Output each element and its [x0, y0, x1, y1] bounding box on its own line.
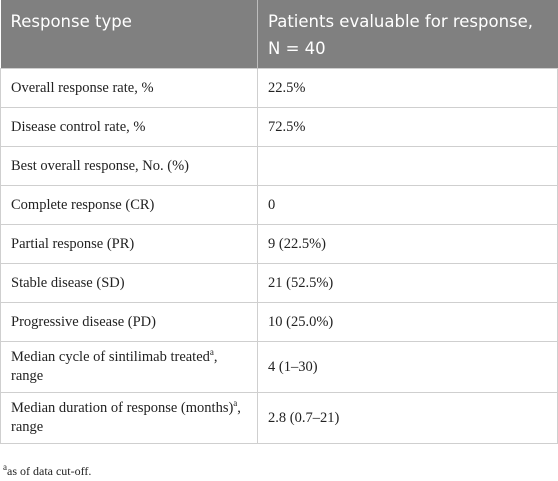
header-row: Response type Patients evaluable for res… [0, 0, 558, 69]
label-cell: Stable disease (SD) [0, 263, 258, 303]
label-text: Best overall response, No. (%) [11, 157, 189, 174]
label-text: , range [11, 400, 241, 435]
value-cell: 2.8 (0.7–21) [257, 392, 558, 444]
label-text: Complete response (CR) [11, 196, 155, 213]
label-text: Disease control rate, % [11, 118, 146, 135]
value-cell: 0 [257, 185, 558, 225]
label-cell: Overall response rate, % [0, 68, 258, 108]
label-text: Overall response rate, % [11, 79, 154, 96]
table-body: Overall response rate, % 22.5% Disease con… [0, 68, 558, 444]
table-row: Median cycle of sintilimab treateda, ran… [0, 341, 558, 393]
table-row: Partial response (PR) 9 (22.5%) [0, 224, 558, 264]
label-footnote-mark: a [233, 398, 238, 409]
label-footnote-mark: a [209, 347, 214, 358]
header-cell: Patients evaluable for response, N = 40 [257, 0, 558, 69]
value-cell: 10 (25.0%) [257, 302, 558, 342]
value-cell: 72.5% [257, 107, 558, 147]
table-row: Disease control rate, % 72.5% [0, 107, 558, 147]
footnote-text: as of data cut-off. [7, 464, 92, 478]
value-cell: 4 (1–30) [257, 341, 558, 393]
label-cell: Progressive disease (PD) [0, 302, 258, 342]
response-table: Response type Patients evaluable for res… [0, 0, 558, 444]
value-cell: 22.5% [257, 68, 558, 108]
label-cell: Median duration of response (months)a, r… [0, 392, 258, 444]
table-row: Best overall response, No. (%) [0, 146, 558, 186]
label-cell: Median cycle of sintilimab treateda, ran… [0, 341, 258, 393]
label-text: Median duration of response (months) [11, 400, 234, 416]
table-row: Median duration of response (months)a, r… [0, 392, 558, 444]
table-row: Progressive disease (PD) 10 (25.0%) [0, 302, 558, 342]
table-row: Complete response (CR) 0 [0, 185, 558, 225]
label-cell: Best overall response, No. (%) [0, 146, 258, 186]
footnote: aas of data cut-off. [3, 462, 92, 479]
value-cell: 9 (22.5%) [257, 224, 558, 264]
value-cell: 21 (52.5%) [257, 263, 558, 303]
header-cell: Response type [0, 0, 258, 69]
table-row: Overall response rate, % 22.5% [0, 68, 558, 108]
label-text: Progressive disease (PD) [11, 313, 156, 330]
label-text: Median cycle of sintilimab treated [11, 349, 210, 365]
label-cell: Disease control rate, % [0, 107, 258, 147]
table-row: Stable disease (SD) 21 (52.5%) [0, 263, 558, 303]
label-cell: Complete response (CR) [0, 185, 258, 225]
label-text: , range [11, 349, 218, 384]
footnote-mark: a [3, 462, 7, 472]
value-cell [257, 146, 558, 186]
label-text: Partial response (PR) [11, 235, 135, 252]
label-text: Stable disease (SD) [11, 274, 125, 291]
label-cell: Partial response (PR) [0, 224, 258, 264]
